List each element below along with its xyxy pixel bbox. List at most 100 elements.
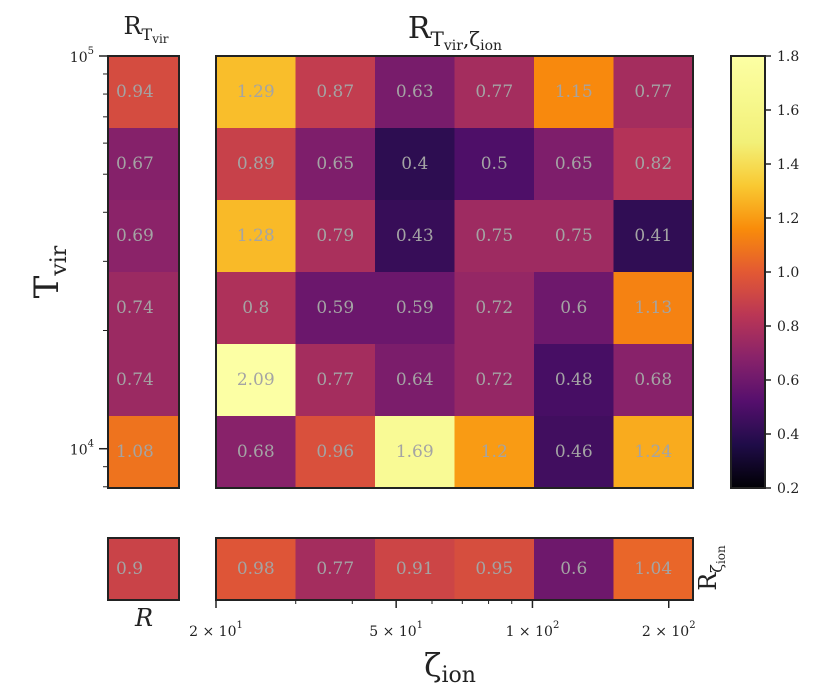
main-cell — [216, 200, 296, 273]
main-cell — [295, 272, 376, 345]
main-cell — [454, 200, 535, 273]
colorbar-tick-label: 1.6 — [777, 103, 799, 119]
main-cell-label: 0.87 — [316, 82, 354, 102]
main-cell — [534, 272, 614, 345]
row-marginal-label: 0.94 — [116, 82, 154, 102]
column-marginal-cell — [295, 538, 376, 600]
x-tick-label: 5 × 101 — [369, 620, 423, 640]
main-cell-label: 0.59 — [396, 298, 434, 318]
main-cell — [534, 416, 614, 489]
main-cell-label: 0.82 — [634, 154, 672, 174]
main-cell — [613, 416, 694, 489]
colorbar-tick-label: 0.8 — [777, 319, 799, 335]
main-cell — [216, 56, 296, 129]
main-cell-label: 0.89 — [237, 154, 275, 174]
main-cell — [613, 56, 694, 129]
row-marginal-cell — [108, 128, 179, 201]
main-cell-label: 0.8 — [242, 298, 269, 318]
row-marginal-cell — [108, 200, 179, 273]
column-marginal-cell — [216, 538, 296, 600]
colorbar-tick-label: 1.0 — [777, 265, 799, 281]
main-cell-label: 0.72 — [475, 370, 513, 390]
main-cell — [613, 344, 694, 417]
colorbar-tick-label: 1.8 — [777, 49, 799, 65]
total-cell — [108, 538, 179, 600]
main-cell — [613, 128, 694, 201]
x-tick-label: 2 × 101 — [189, 620, 243, 640]
column-marginal-heatmap: 0.98 0.77 0.91 0.95 0.6 1.04 — [215, 537, 694, 601]
row-marginal-label: 0.67 — [116, 154, 154, 174]
main-cell — [375, 344, 455, 417]
main-cell-label: 0.79 — [316, 226, 354, 246]
main-cell — [295, 344, 376, 417]
main-cell-label: 1.24 — [634, 442, 672, 462]
main-cell-label: 0.64 — [396, 370, 434, 390]
main-cell — [375, 272, 455, 345]
main-cell — [216, 344, 296, 417]
main-cell-label: 0.43 — [396, 226, 434, 246]
main-cell-label: 0.6 — [560, 298, 587, 318]
main-cell-label: 0.75 — [555, 226, 593, 246]
main-cell-label: 1.13 — [634, 298, 672, 318]
main-cell — [295, 200, 376, 273]
main-cell-label: 1.69 — [396, 442, 434, 462]
total-cell-label: 0.9 — [116, 559, 143, 579]
colorbar-tick-label: 1.4 — [777, 157, 799, 173]
row-marginal-cell — [108, 272, 179, 345]
colorbar-tick-label: 0.2 — [777, 481, 799, 497]
main-cell-label: 0.63 — [396, 82, 434, 102]
main-cell-label: 1.29 — [237, 82, 275, 102]
main-frame — [215, 55, 694, 489]
main-cell-label: 0.4 — [401, 154, 428, 174]
row-marginal-label: 0.74 — [116, 370, 154, 390]
main-cell-label: 0.65 — [316, 154, 354, 174]
y-tick-label: 105 — [70, 46, 94, 66]
row-marginal-cell — [108, 56, 179, 129]
main-cell — [454, 128, 535, 201]
column-marginal-cell — [613, 538, 694, 600]
colorbar: 0.2 0.4 0.6 0.8 1.0 1.2 1.4 1.6 1.8 — [730, 49, 799, 497]
column-marginal-cell — [534, 538, 614, 600]
main-cell — [454, 416, 535, 489]
column-marginal-label: Rζion — [694, 545, 728, 591]
row-marginal-frame — [107, 55, 180, 489]
column-marginal-label: 0.77 — [316, 559, 354, 579]
main-cell-label: 0.48 — [555, 370, 593, 390]
main-cell — [534, 344, 614, 417]
x-axis: 2 × 101 5 × 101 1 × 102 2 × 102 — [189, 600, 696, 640]
main-cell — [375, 416, 455, 489]
main-heatmap: 1.29 0.87 0.63 0.77 1.15 0.77 0.89 0.65 0.4 0.5 0.… — [215, 55, 694, 489]
x-tick-label: 2 × 102 — [642, 620, 696, 640]
main-cell — [534, 56, 614, 129]
main-cell-label: 0.41 — [634, 226, 672, 246]
main-cell — [454, 272, 535, 345]
main-cell — [216, 128, 296, 201]
main-cell — [375, 200, 455, 273]
main-cell — [454, 344, 535, 417]
colorbar-tick-label: 1.2 — [777, 211, 799, 227]
y-tick-label: 104 — [70, 439, 94, 459]
main-cell-label: 0.77 — [316, 370, 354, 390]
row-marginal-label: 1.08 — [116, 442, 154, 462]
main-title: RTvir,ζion — [408, 11, 502, 54]
row-marginal-label: 0.74 — [116, 298, 154, 318]
main-cell-label: 0.77 — [475, 82, 513, 102]
y-axis: 104 105 — [70, 46, 108, 488]
row-marginal-label: 0.69 — [116, 226, 154, 246]
main-cell — [534, 200, 614, 273]
y-axis-label: Tvir — [27, 245, 72, 298]
main-cell — [216, 416, 296, 489]
main-cell — [613, 200, 694, 273]
main-cell-label: 1.2 — [481, 442, 508, 462]
main-cell-label: 0.68 — [237, 442, 275, 462]
main-cell — [216, 272, 296, 345]
main-cell — [534, 128, 614, 201]
column-marginal-label: 0.95 — [475, 559, 513, 579]
main-cell-label: 0.46 — [555, 442, 593, 462]
main-cell — [375, 128, 455, 201]
main-cell — [295, 416, 376, 489]
main-cell-label: 0.96 — [316, 442, 354, 462]
row-marginal-title: RTvir — [123, 12, 168, 46]
total-label: R — [134, 604, 153, 632]
